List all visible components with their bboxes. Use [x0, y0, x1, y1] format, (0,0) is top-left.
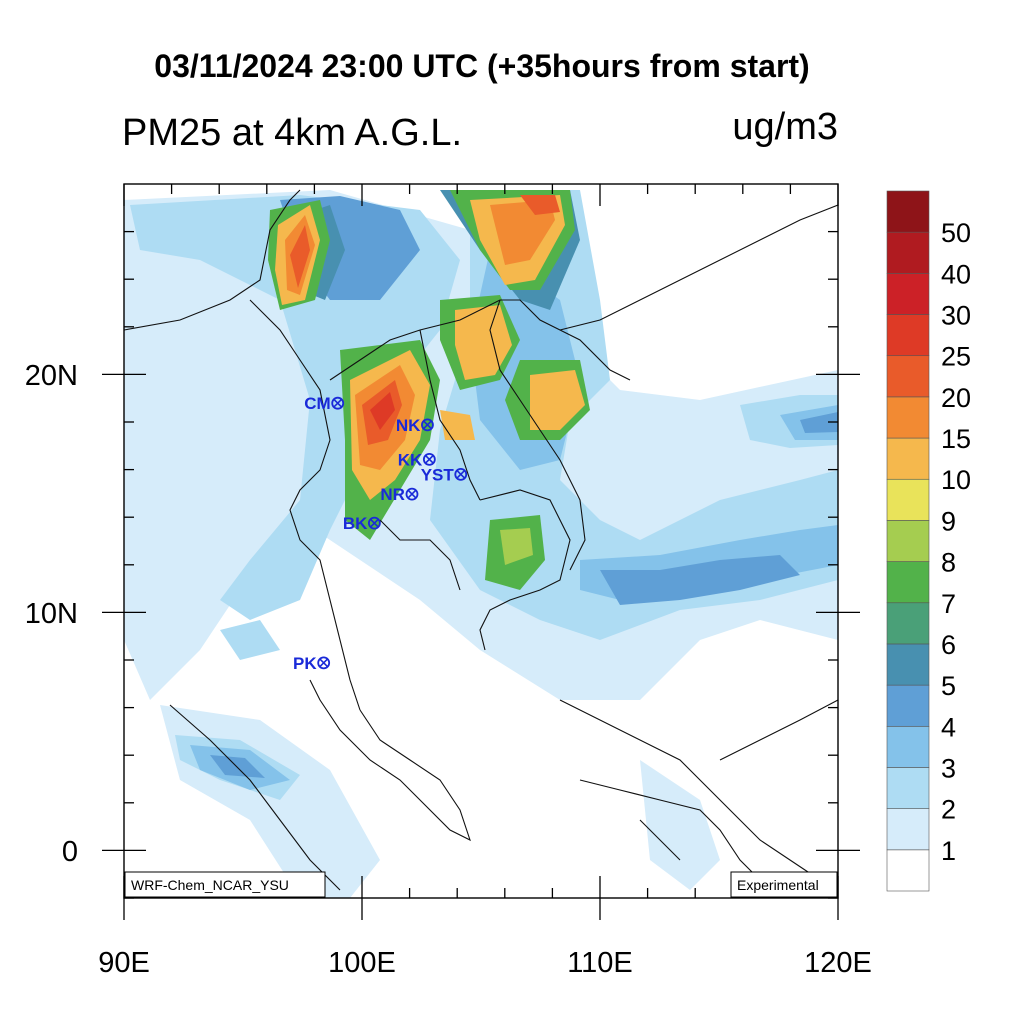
- station-label: KK: [398, 450, 423, 469]
- colorbar-label: 8: [941, 548, 956, 578]
- colorbar-swatch: [886, 231, 930, 274]
- station-marker-icon: [367, 516, 381, 530]
- station-marker-icon: [422, 452, 436, 466]
- colorbar-swatch: [886, 808, 930, 851]
- units-label: ug/m3: [732, 106, 838, 148]
- colorbar-swatch: [886, 190, 930, 233]
- lat-label-20n: 20N: [25, 360, 78, 392]
- model-note-box: WRF-Chem_NCAR_YSU: [124, 871, 326, 898]
- colorbar-label: 25: [941, 342, 971, 372]
- colorbar-swatch: [886, 520, 930, 562]
- map-title: 03/11/2024 23:00 UTC (+35hours from star…: [154, 48, 810, 84]
- model-note: WRF-Chem_NCAR_YSU: [131, 877, 289, 893]
- station-bk: BK: [343, 514, 381, 533]
- colorbar-label: 1: [941, 836, 956, 866]
- colorbar-swatch: [886, 437, 930, 480]
- station-marker-icon: [454, 467, 468, 481]
- station-label: YST: [421, 465, 455, 484]
- colorbar-swatch: [886, 273, 930, 315]
- station-nk: NK: [396, 416, 434, 435]
- colorbar-swatch: [886, 767, 930, 809]
- colorbar-swatch: [886, 684, 930, 727]
- variable-title: PM25 at 4km A.G.L.: [122, 112, 463, 154]
- colorbar-label: 15: [941, 424, 971, 454]
- colorbar-label: 4: [941, 712, 956, 742]
- lon-label-100: 100E: [328, 947, 396, 979]
- colorbar-label: 6: [941, 630, 956, 660]
- station-label: NK: [396, 416, 421, 435]
- colorbar-label: 2: [941, 795, 956, 825]
- axis-labels: 90E 100E 110E 120E 20N 10N 0: [25, 360, 872, 979]
- colorbar-swatch: [886, 396, 930, 439]
- colorbar-swatch: [886, 725, 930, 768]
- colorbar-swatch: [886, 643, 930, 686]
- station-label: CM: [304, 394, 330, 413]
- colorbar: 1 2 3 4 5 6 7 8 9 10 15 20 25 30 40 50: [886, 190, 971, 892]
- station-kk: KK: [398, 450, 436, 469]
- station-pk: PK: [293, 654, 331, 673]
- colorbar-label: 3: [941, 753, 956, 783]
- station-nr: NR: [380, 485, 419, 504]
- lon-label-110: 110E: [567, 947, 633, 979]
- colorbar-swatch: [886, 478, 930, 521]
- colorbar-label: 5: [941, 671, 956, 701]
- station-cm: CM: [304, 394, 345, 413]
- colorbar-swatch: [886, 849, 930, 892]
- station-label: NR: [380, 485, 405, 504]
- coastlines-and-borders: [124, 189, 838, 891]
- lat-label-10n: 10N: [25, 598, 78, 630]
- colorbar-label: 20: [941, 383, 971, 413]
- plot-frame: [102, 183, 860, 920]
- station-marker-icon: [331, 396, 345, 410]
- colorbar-label: 50: [941, 218, 971, 248]
- lat-label-0: 0: [62, 836, 78, 868]
- colorbar-swatch: [886, 314, 930, 357]
- pm25-field: [124, 190, 838, 898]
- colorbar-label: 30: [941, 301, 971, 331]
- station-marker-icon: [317, 656, 331, 670]
- station-yst: YST: [421, 465, 468, 484]
- colorbar-swatch: [886, 602, 930, 645]
- station-label: BK: [343, 514, 368, 533]
- colorbar-label: 9: [941, 506, 956, 536]
- colorbar-swatch: [886, 355, 930, 398]
- station-label: PK: [293, 654, 317, 673]
- station-marker-icon: [421, 418, 434, 432]
- lon-label-90: 90E: [98, 947, 150, 979]
- colorbar-swatch: [886, 561, 930, 604]
- lon-label-120: 120E: [804, 947, 872, 979]
- colorbar-label: 40: [941, 259, 971, 289]
- experimental-note: Experimental: [737, 877, 819, 893]
- colorbar-label: 7: [941, 589, 956, 619]
- colorbar-label: 10: [941, 465, 971, 495]
- experimental-note-box: Experimental: [730, 871, 838, 898]
- station-marker-icon: [405, 487, 419, 501]
